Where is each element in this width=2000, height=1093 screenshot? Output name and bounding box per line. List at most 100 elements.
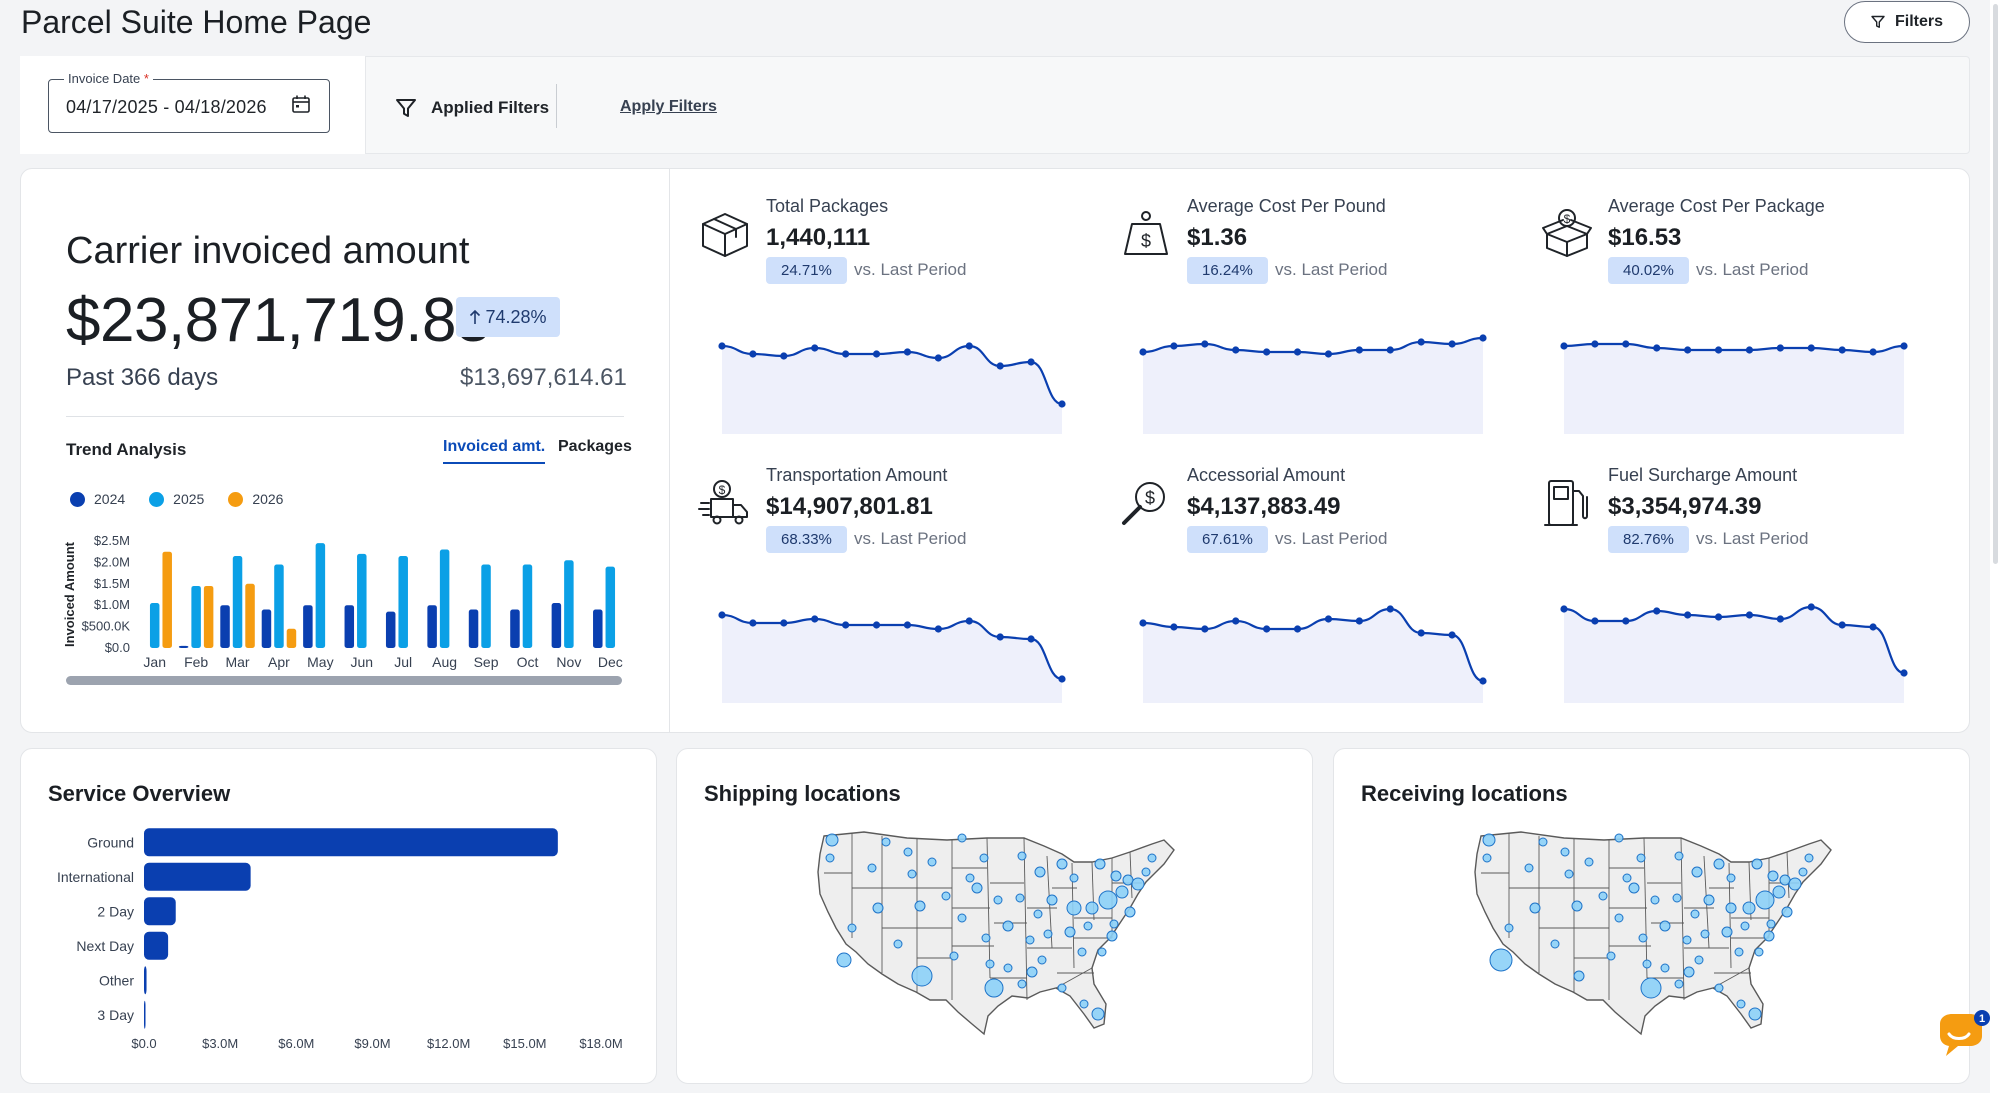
bar-2024-nov[interactable] bbox=[551, 603, 562, 648]
sparkline-point[interactable] bbox=[780, 619, 788, 627]
sparkline-point[interactable] bbox=[749, 350, 757, 358]
location-marker[interactable] bbox=[965, 873, 975, 883]
location-marker[interactable] bbox=[1683, 966, 1695, 978]
location-marker[interactable] bbox=[979, 853, 989, 863]
location-marker[interactable] bbox=[927, 857, 937, 867]
sparkline-point[interactable] bbox=[1807, 603, 1815, 611]
location-marker[interactable] bbox=[1659, 920, 1671, 932]
sparkline-point[interactable] bbox=[780, 352, 788, 360]
legend-item-2024[interactable]: 2024 bbox=[70, 491, 125, 507]
shipping-locations-map[interactable] bbox=[812, 828, 1192, 1038]
location-marker[interactable] bbox=[1015, 893, 1025, 903]
location-marker[interactable] bbox=[911, 965, 933, 987]
sparkline-point[interactable] bbox=[1622, 617, 1630, 625]
sparkline-point[interactable] bbox=[1417, 338, 1425, 346]
sparkline-point[interactable] bbox=[842, 621, 850, 629]
location-marker[interactable] bbox=[1703, 894, 1715, 906]
bar-2025-oct[interactable] bbox=[522, 564, 533, 648]
sparkline-point[interactable] bbox=[1479, 677, 1487, 685]
location-marker[interactable] bbox=[1694, 955, 1704, 965]
sparkline-point[interactable] bbox=[718, 611, 726, 619]
location-marker[interactable] bbox=[1628, 882, 1640, 894]
location-marker[interactable] bbox=[1141, 867, 1151, 877]
sparkline-point[interactable] bbox=[1324, 615, 1333, 623]
sparkline-point[interactable] bbox=[1591, 617, 1599, 625]
sparkline-point[interactable] bbox=[934, 354, 942, 362]
sparkline-point[interactable] bbox=[1027, 635, 1035, 643]
location-marker[interactable] bbox=[957, 913, 967, 923]
location-marker[interactable] bbox=[1037, 955, 1047, 965]
filters-button[interactable]: Filters bbox=[1844, 1, 1970, 43]
location-marker[interactable] bbox=[1069, 873, 1079, 883]
location-marker[interactable] bbox=[1781, 906, 1793, 918]
bar-2024-mar[interactable] bbox=[220, 605, 230, 648]
sparkline-point[interactable] bbox=[1807, 344, 1815, 352]
sparkline-point[interactable] bbox=[1714, 613, 1723, 621]
location-marker[interactable] bbox=[1124, 906, 1136, 918]
sparkline-point[interactable] bbox=[1058, 400, 1066, 408]
location-marker[interactable] bbox=[903, 847, 913, 857]
sparkline-point[interactable] bbox=[1170, 623, 1178, 631]
invoice-date-value[interactable]: 04/17/2025 - 04/18/2026 bbox=[66, 97, 267, 117]
location-marker[interactable] bbox=[1721, 926, 1733, 938]
bar-2026-mar[interactable] bbox=[245, 583, 255, 648]
location-marker[interactable] bbox=[867, 863, 877, 873]
location-marker[interactable] bbox=[1017, 851, 1027, 861]
bar-2025-sep[interactable] bbox=[481, 564, 491, 648]
sparkline-point[interactable] bbox=[1201, 625, 1209, 633]
sparkline-point[interactable] bbox=[1745, 611, 1754, 619]
location-marker[interactable] bbox=[1482, 833, 1496, 847]
sparkline-point[interactable] bbox=[1900, 669, 1908, 677]
sparkline-point[interactable] bbox=[1324, 350, 1333, 358]
sparkline-point[interactable] bbox=[1591, 340, 1599, 348]
location-marker[interactable] bbox=[1754, 947, 1764, 957]
sparkline-point[interactable] bbox=[718, 342, 726, 350]
location-marker[interactable] bbox=[1002, 920, 1014, 932]
bar-2024-jun[interactable] bbox=[344, 605, 355, 648]
location-marker[interactable] bbox=[957, 833, 967, 843]
location-marker[interactable] bbox=[1660, 963, 1670, 973]
location-marker[interactable] bbox=[1748, 1007, 1762, 1021]
chat-support-button[interactable]: 1 bbox=[1934, 1010, 1990, 1066]
tab-packages[interactable]: Packages bbox=[558, 438, 632, 455]
service-bar-international[interactable] bbox=[144, 862, 251, 891]
location-marker[interactable] bbox=[1606, 951, 1616, 961]
location-marker[interactable] bbox=[1017, 979, 1027, 989]
sparkline-point[interactable] bbox=[1448, 631, 1456, 639]
location-marker[interactable] bbox=[1529, 902, 1541, 914]
sparkline-point[interactable] bbox=[1232, 617, 1240, 625]
bar-2024-aug[interactable] bbox=[427, 605, 437, 648]
location-marker[interactable] bbox=[907, 869, 917, 879]
sparkline-point[interactable] bbox=[1232, 346, 1240, 354]
sparkline-point[interactable] bbox=[1293, 625, 1302, 633]
location-marker[interactable] bbox=[1066, 900, 1082, 916]
location-marker[interactable] bbox=[1798, 867, 1808, 877]
location-marker[interactable] bbox=[1057, 983, 1067, 993]
location-marker[interactable] bbox=[1109, 919, 1119, 929]
sparkline-point[interactable] bbox=[996, 633, 1004, 641]
location-marker[interactable] bbox=[1614, 833, 1624, 843]
receiving-locations-map[interactable] bbox=[1469, 828, 1849, 1038]
location-marker[interactable] bbox=[1115, 885, 1129, 899]
location-marker[interactable] bbox=[1614, 913, 1624, 923]
location-marker[interactable] bbox=[1674, 979, 1684, 989]
location-marker[interactable] bbox=[1550, 939, 1560, 949]
location-marker[interactable] bbox=[1482, 853, 1492, 863]
location-marker[interactable] bbox=[1779, 874, 1791, 886]
location-marker[interactable] bbox=[1691, 866, 1703, 878]
location-marker[interactable] bbox=[1772, 885, 1786, 899]
bar-2025-mar[interactable] bbox=[232, 555, 243, 648]
sparkline-point[interactable] bbox=[1448, 340, 1456, 348]
location-marker[interactable] bbox=[1638, 933, 1648, 943]
location-marker[interactable] bbox=[941, 891, 951, 901]
location-marker[interactable] bbox=[1085, 901, 1099, 915]
chart-horizontal-scrollbar[interactable] bbox=[66, 676, 622, 685]
bar-2025-dec[interactable] bbox=[605, 566, 616, 648]
sparkline-point[interactable] bbox=[1900, 342, 1908, 350]
location-marker[interactable] bbox=[1598, 891, 1608, 901]
calendar-icon[interactable] bbox=[291, 94, 311, 114]
location-marker[interactable] bbox=[1538, 837, 1548, 847]
location-marker[interactable] bbox=[1690, 909, 1700, 919]
sparkline-point[interactable] bbox=[1869, 623, 1877, 631]
bar-2024-apr[interactable] bbox=[261, 609, 272, 648]
